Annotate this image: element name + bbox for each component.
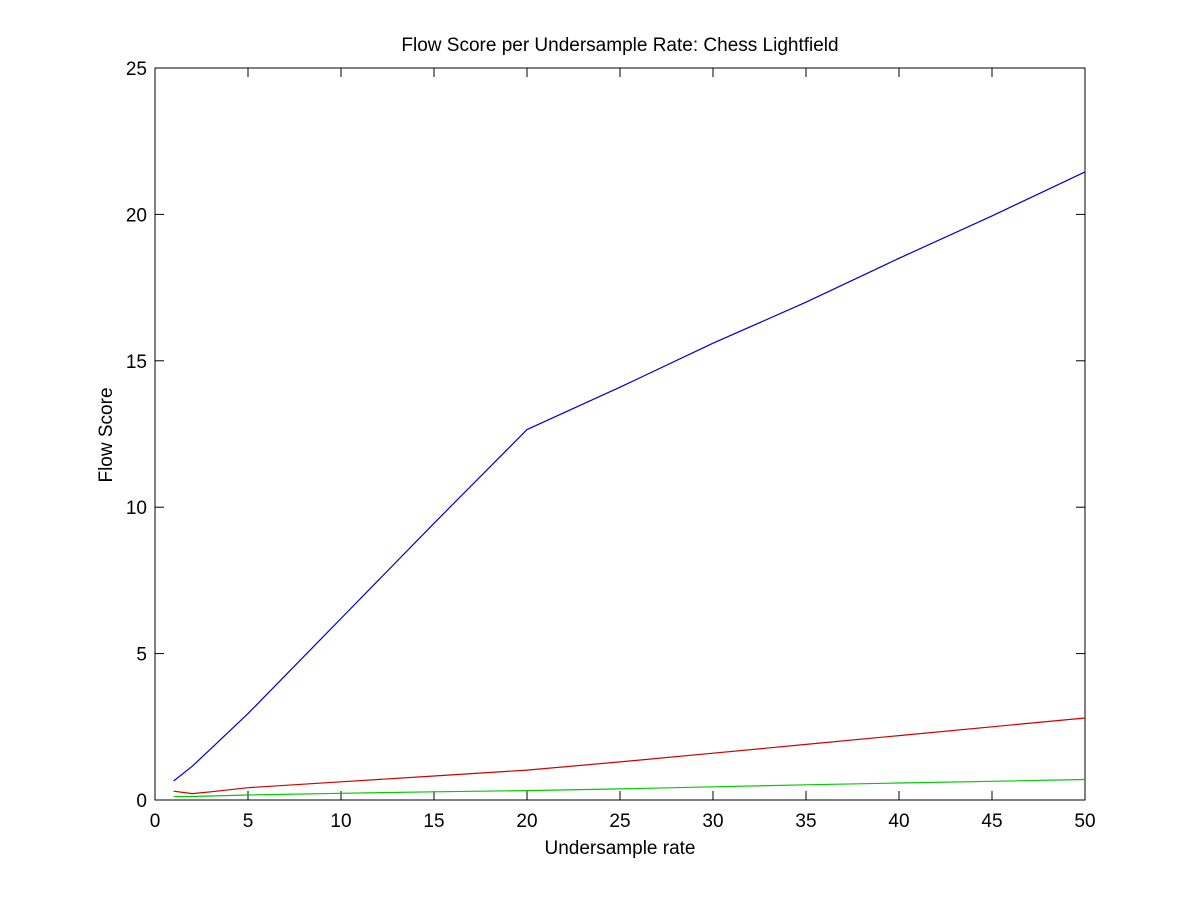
series-line-2 [173, 717, 1086, 795]
y-axis-title: Flow Score [96, 387, 117, 482]
x-tick-label: 0 [150, 811, 161, 832]
x-tick-label: 5 [243, 811, 254, 832]
x-tick-label: 45 [981, 811, 1002, 832]
y-tick-label: 10 [126, 498, 147, 519]
y-tick-label: 20 [126, 205, 147, 226]
x-axis-title: Undersample rate [544, 838, 695, 859]
plot-frame [154, 67, 1086, 801]
plot-area: 0 5 10 15 20 25 30 35 40 45 50 0 5 10 15 20 25 [126, 59, 1096, 832]
x-tick-label: 25 [609, 811, 630, 832]
series-line-1 [173, 171, 1086, 782]
x-tick-label: 35 [795, 811, 816, 832]
x-tick-label: 30 [702, 811, 723, 832]
x-tick-label: 40 [888, 811, 909, 832]
series-line-3 [173, 778, 1086, 798]
x-tick-label: 50 [1074, 811, 1095, 832]
y-tick-label: 25 [126, 59, 147, 80]
x-tick-label: 20 [516, 811, 537, 832]
y-tick-label: 5 [136, 645, 147, 666]
chart-title: Flow Score per Undersample Rate: Chess L… [401, 35, 838, 56]
x-tick-label: 15 [423, 811, 444, 832]
y-tick-label: 0 [136, 791, 147, 812]
x-tick-label: 10 [330, 811, 351, 832]
y-tick-label: 15 [126, 352, 147, 373]
